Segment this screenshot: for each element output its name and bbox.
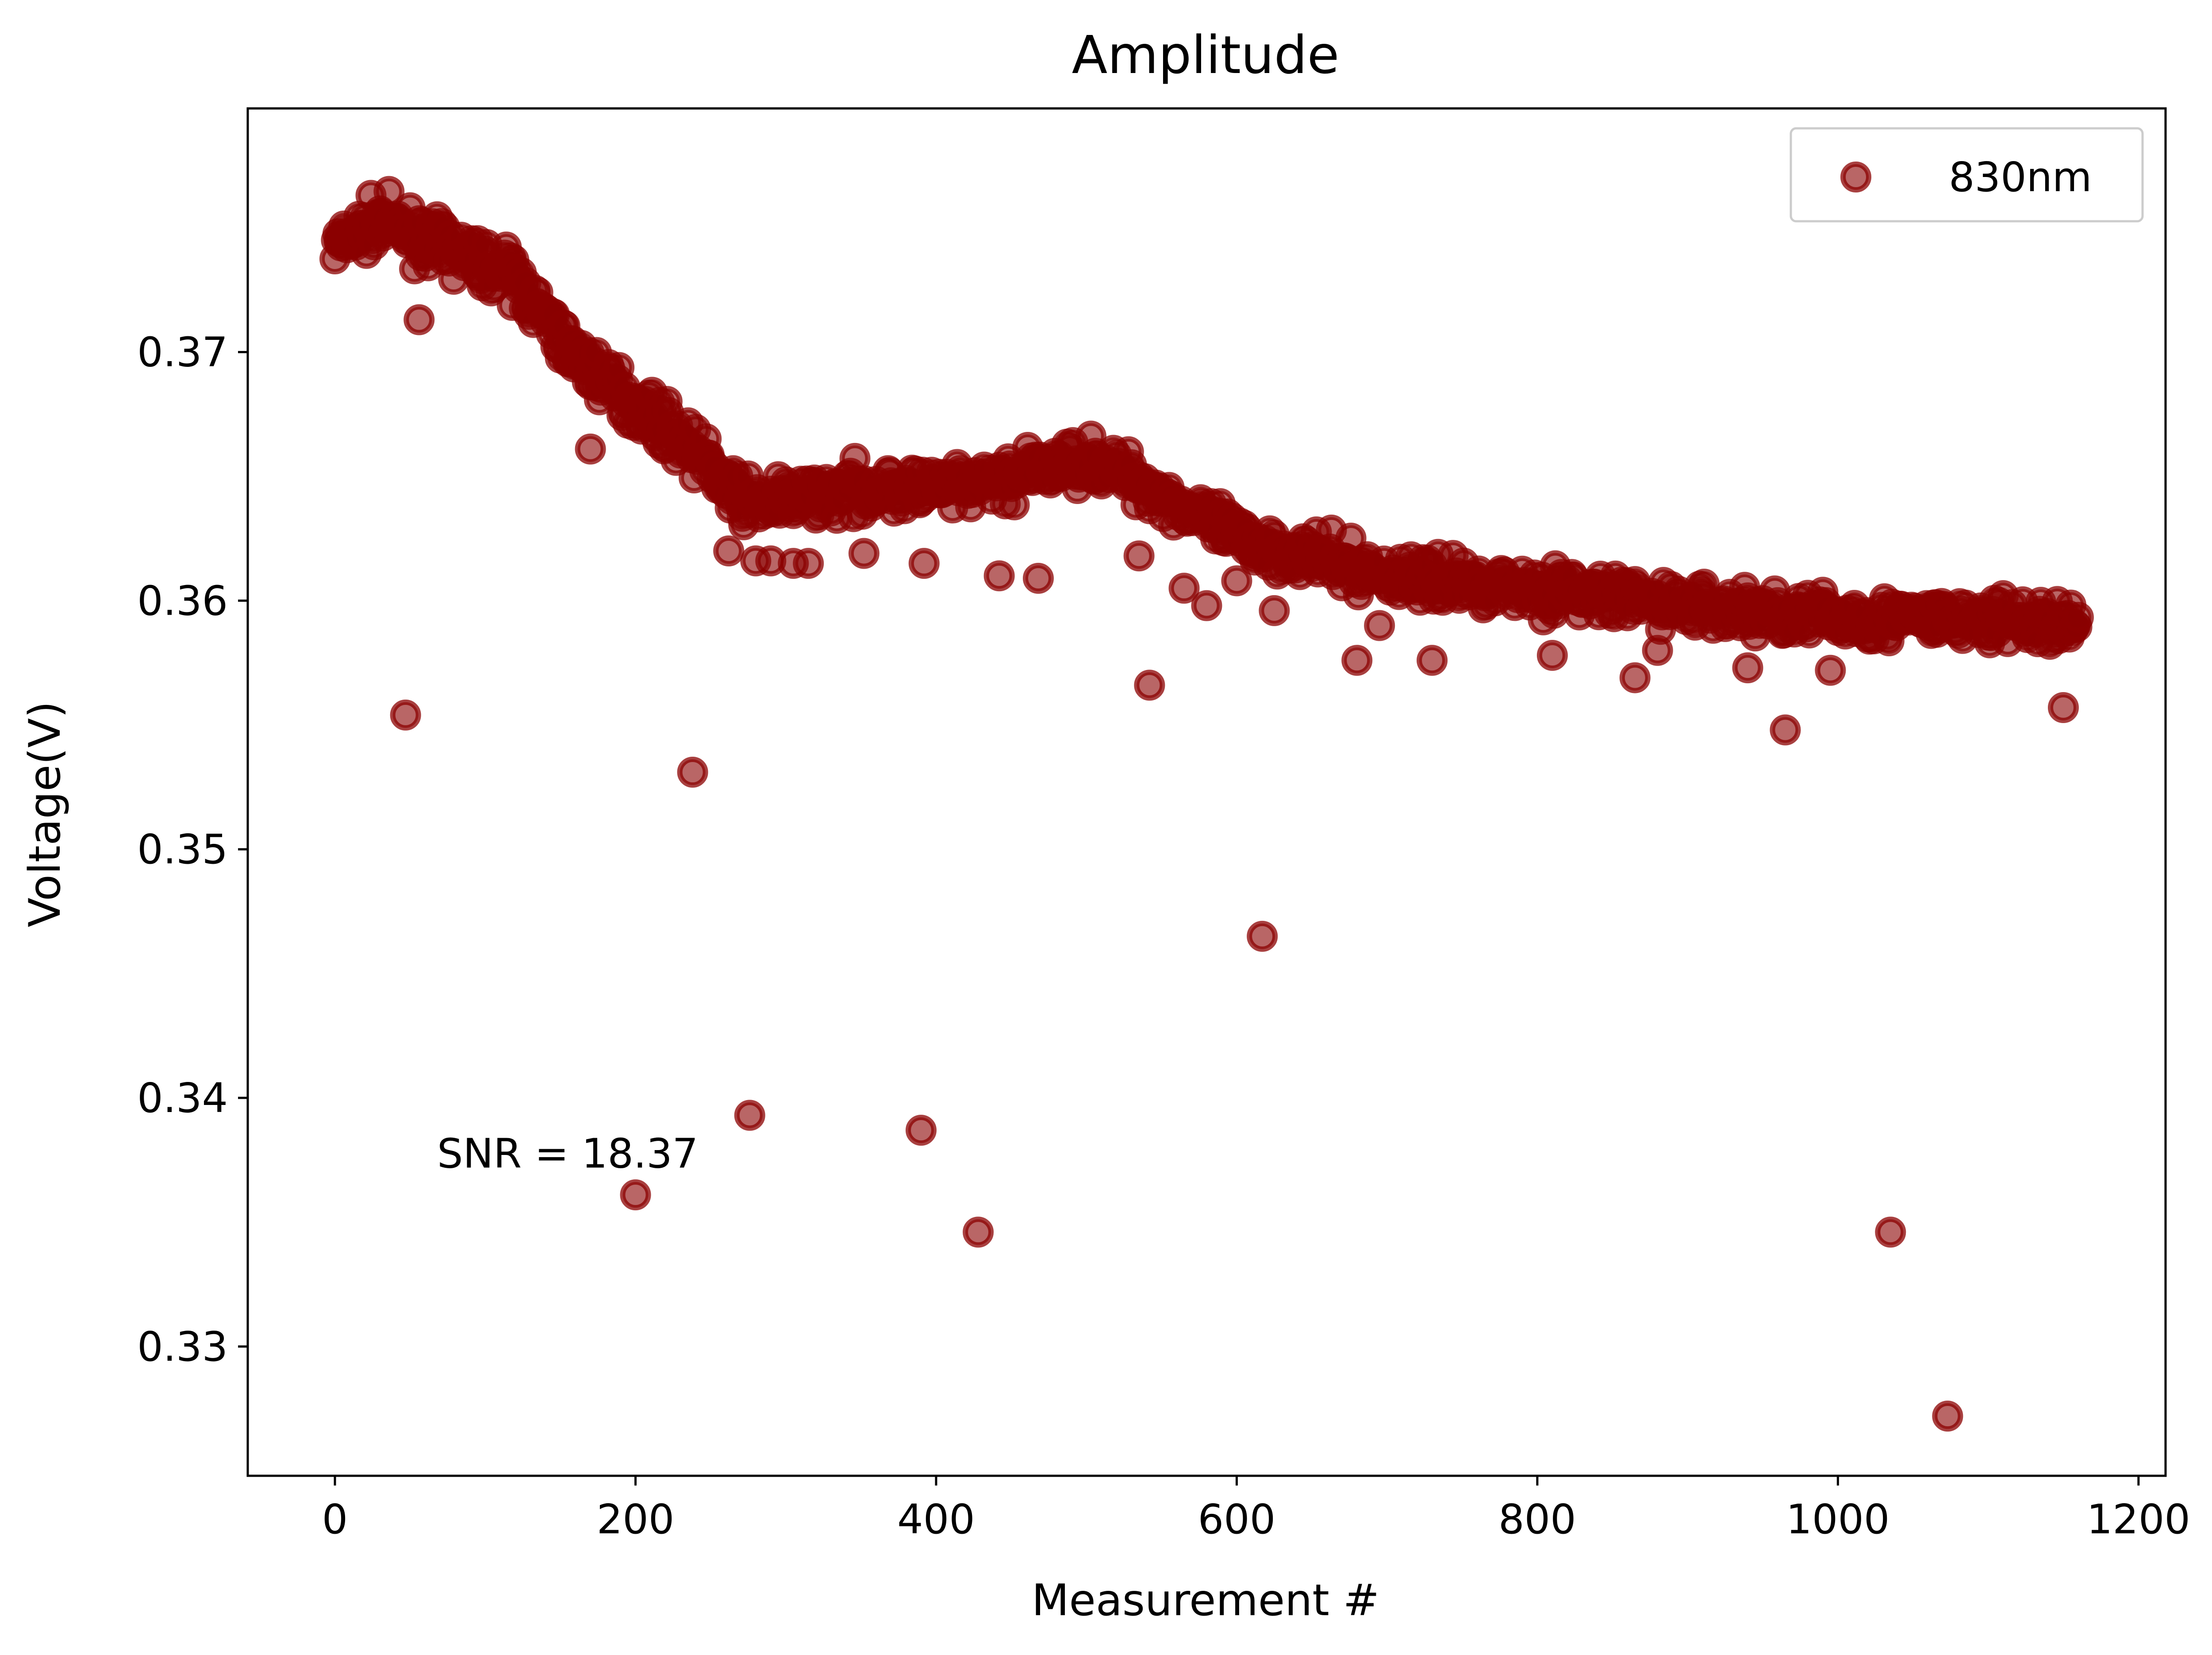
x-tick-label: 800 xyxy=(1498,1496,1576,1543)
legend-label: 830nm xyxy=(1949,154,2092,201)
chart-title: Amplitude xyxy=(1072,24,1340,85)
legend-marker xyxy=(1840,162,1871,192)
data-point-outlier xyxy=(1364,610,1395,641)
data-point xyxy=(2062,602,2094,633)
legend: 830nm xyxy=(1790,127,2144,223)
series-830nm-points xyxy=(319,176,2094,1432)
data-point-outlier xyxy=(390,699,421,731)
data-point-outlier xyxy=(1732,652,1763,684)
data-point-outlier xyxy=(1815,654,1846,686)
data-point-outlier xyxy=(1619,662,1651,693)
data-point-outlier xyxy=(620,1179,651,1211)
x-tick-label: 200 xyxy=(597,1496,675,1543)
data-point-outlier xyxy=(575,433,606,465)
snr-annotation: SNR = 18.37 xyxy=(437,1130,698,1177)
data-point-outlier xyxy=(1168,573,1200,604)
data-point-outlier xyxy=(403,304,435,335)
data-point-outlier xyxy=(1770,714,1801,746)
data-point-outlier xyxy=(2047,692,2079,723)
data-point-outlier xyxy=(1341,645,1373,676)
data-point-outlier xyxy=(793,548,824,579)
y-tick-label: 0.35 xyxy=(137,826,228,873)
data-point-outlier xyxy=(963,1216,994,1248)
data-point-outlier xyxy=(1123,540,1155,572)
data-point-outlier xyxy=(908,548,940,579)
data-point-outlier xyxy=(1247,920,1278,952)
data-point-outlier xyxy=(1875,1216,1906,1248)
y-tick-label: 0.34 xyxy=(137,1074,228,1122)
data-point-outlier xyxy=(1536,640,1568,671)
data-point-outlier xyxy=(1932,1401,1963,1432)
x-tick-label: 1200 xyxy=(2087,1496,2190,1543)
data-point-outlier xyxy=(1134,670,1165,701)
data-point-outlier xyxy=(734,1100,765,1131)
x-axis-label: Measurement # xyxy=(1032,1575,1379,1626)
data-point-outlier xyxy=(848,538,879,569)
data-point-outlier xyxy=(1191,590,1222,621)
data-point-outlier xyxy=(677,757,708,788)
x-tick-label: 0 xyxy=(322,1496,348,1543)
y-tick-label: 0.36 xyxy=(137,577,228,624)
x-tick-label: 600 xyxy=(1198,1496,1276,1543)
data-point-outlier xyxy=(713,535,745,567)
data-point-outlier xyxy=(1417,645,1448,676)
data-point-outlier xyxy=(906,1115,937,1146)
axes-frame xyxy=(246,107,2167,1477)
legend-box xyxy=(1790,127,2144,223)
data-point-outlier xyxy=(1642,635,1673,666)
x-tick-label: 1000 xyxy=(1786,1496,1889,1543)
data-point-outlier xyxy=(1259,595,1290,626)
data-point-outlier xyxy=(1221,565,1252,597)
y-tick-label: 0.37 xyxy=(137,329,228,376)
x-tick-label: 400 xyxy=(897,1496,975,1543)
y-tick-label: 0.33 xyxy=(137,1323,228,1370)
plot-area: 0 200 400 600 800 1000 1200 0.33 0.34 0.35 0.36 0.3… xyxy=(137,107,2190,1543)
data-point-outlier xyxy=(1022,562,1054,594)
data-point-outlier xyxy=(983,560,1015,592)
y-axis-label: Voltage(V) xyxy=(20,701,70,927)
